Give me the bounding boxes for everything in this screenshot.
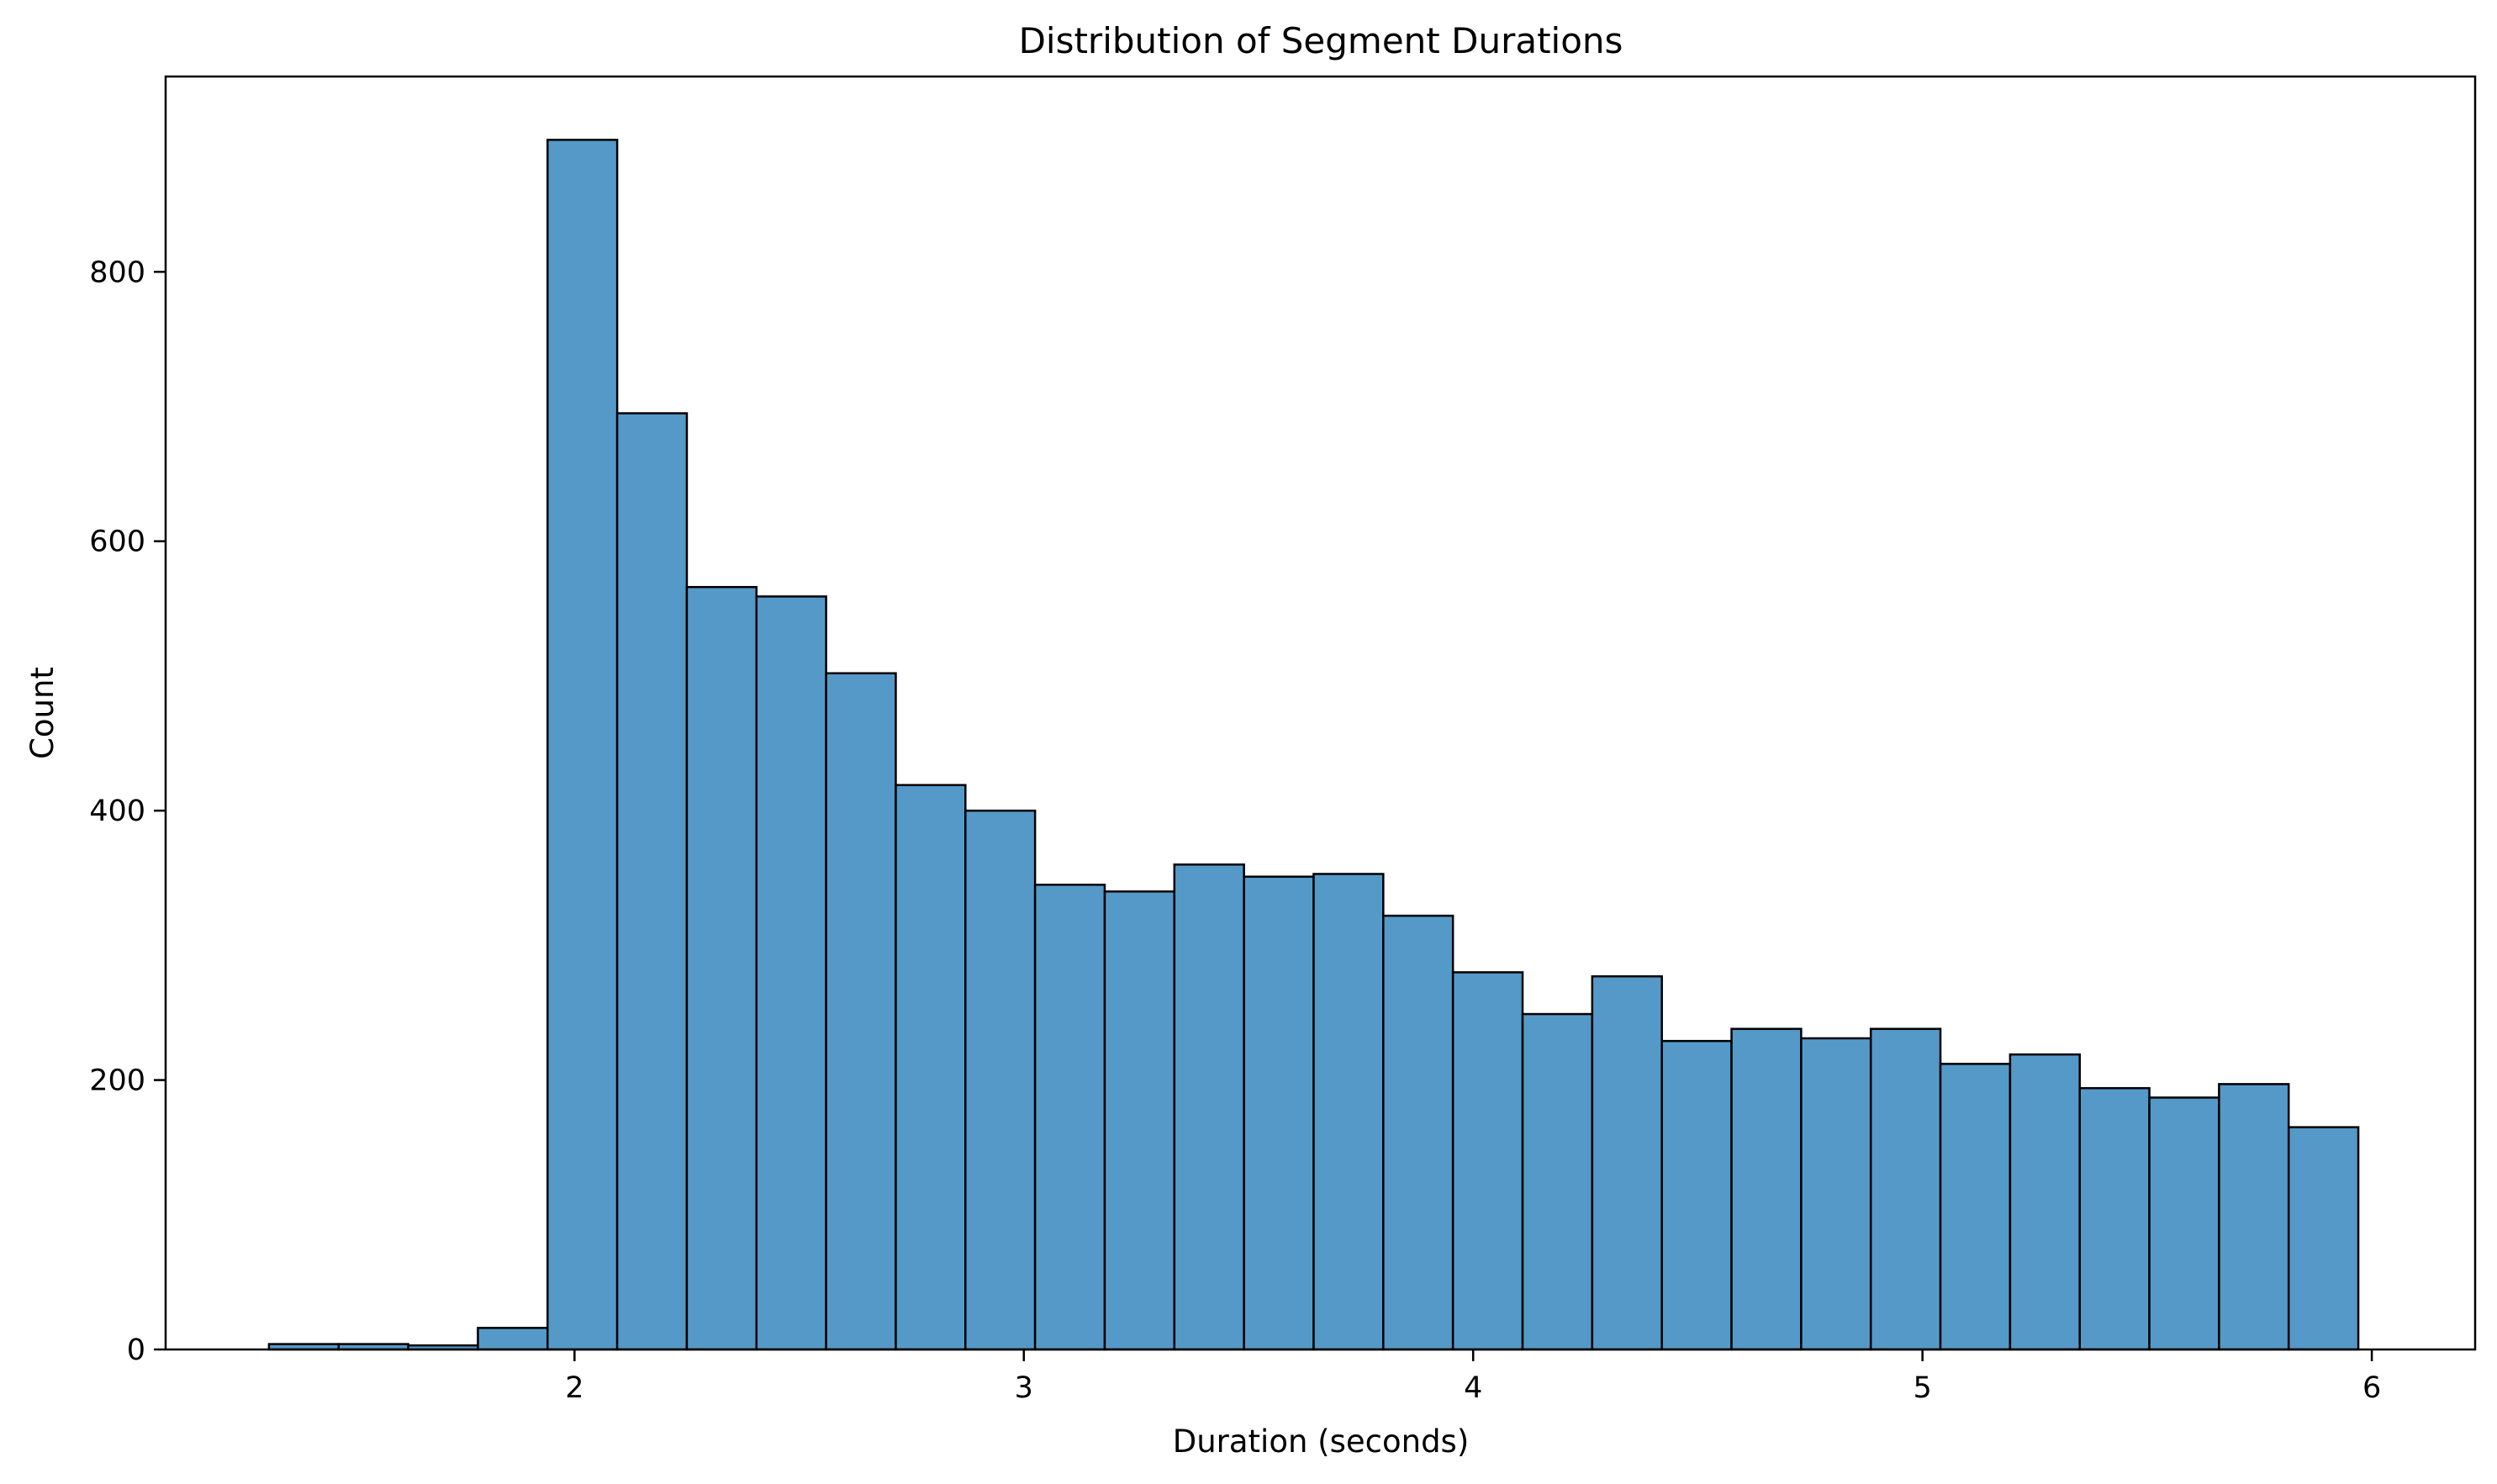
plot-frame bbox=[164, 75, 2477, 1351]
y-tick-label: 200 bbox=[89, 1064, 145, 1098]
histogram-bar-16 bbox=[1382, 914, 1454, 1351]
histogram-bar-7 bbox=[755, 595, 827, 1351]
histogram-bar-26 bbox=[2078, 1086, 2151, 1351]
histogram-bar-8 bbox=[825, 672, 897, 1351]
y-tick-label: 400 bbox=[89, 795, 145, 828]
y-tick-label: 800 bbox=[89, 256, 145, 289]
histogram-bars bbox=[267, 139, 2360, 1351]
histogram-bar-21 bbox=[1730, 1027, 1803, 1351]
histogram-bar-28 bbox=[2218, 1083, 2290, 1351]
histogram-bar-15 bbox=[1312, 873, 1385, 1351]
histogram-bar-19 bbox=[1591, 974, 1663, 1351]
y-axis-label: Count bbox=[24, 667, 61, 759]
histogram-bar-9 bbox=[895, 784, 967, 1351]
histogram-bar-13 bbox=[1173, 863, 1245, 1351]
y-tick-label: 600 bbox=[89, 525, 145, 559]
x-tick-label: 6 bbox=[2362, 1371, 2381, 1405]
histogram-bar-29 bbox=[2287, 1126, 2360, 1351]
chart-title: Distribution of Segment Durations bbox=[1019, 20, 1623, 61]
histogram-bar-4 bbox=[546, 139, 619, 1351]
histogram-bar-20 bbox=[1660, 1039, 1733, 1351]
histogram-bar-22 bbox=[1800, 1037, 1872, 1351]
histogram-bar-11 bbox=[1033, 884, 1106, 1351]
histogram-bar-14 bbox=[1243, 875, 1315, 1351]
histogram-bar-18 bbox=[1521, 1012, 1594, 1351]
histogram-bar-27 bbox=[2148, 1096, 2220, 1351]
histogram-bar-12 bbox=[1103, 890, 1176, 1351]
histogram-bar-3 bbox=[477, 1327, 549, 1351]
x-tick-label: 4 bbox=[1464, 1371, 1482, 1405]
x-axis-ticks: 2 3 4 5 6 bbox=[565, 1349, 2381, 1405]
x-tick-label: 3 bbox=[1015, 1371, 1033, 1405]
x-axis-label: Duration (seconds) bbox=[1173, 1423, 1470, 1460]
x-tick-label: 2 bbox=[565, 1371, 583, 1405]
histogram-bar-17 bbox=[1451, 971, 1524, 1351]
y-tick-label: 0 bbox=[127, 1333, 145, 1367]
histogram-bar-25 bbox=[2009, 1053, 2081, 1351]
histogram-bar-24 bbox=[1939, 1063, 2012, 1351]
histogram-bar-6 bbox=[685, 585, 758, 1351]
x-tick-label: 5 bbox=[1914, 1371, 1932, 1405]
histogram-bar-23 bbox=[1869, 1027, 1942, 1351]
histogram-bar-10 bbox=[964, 809, 1037, 1351]
y-axis-ticks: 0 200 400 600 800 bbox=[89, 256, 166, 1367]
histogram-bar-5 bbox=[615, 412, 689, 1351]
